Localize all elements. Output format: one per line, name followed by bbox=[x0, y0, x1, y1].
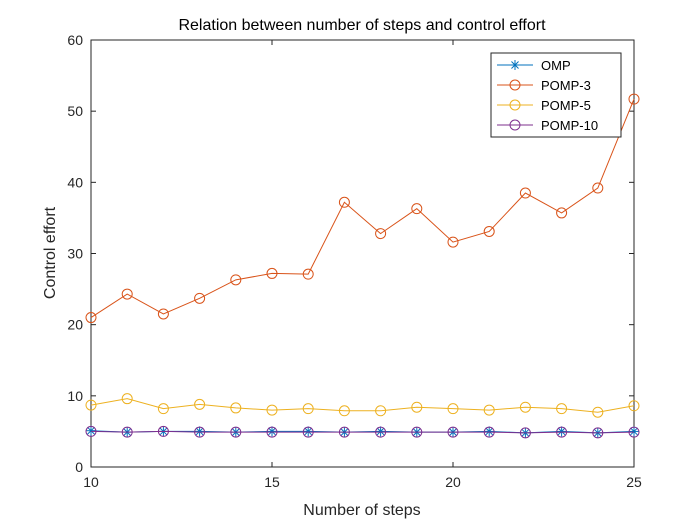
data-point-pomp-3 bbox=[411, 203, 423, 215]
asterisk-stroke bbox=[485, 427, 494, 436]
x-tick-label: 15 bbox=[264, 474, 280, 490]
legend-item-pomp-5: POMP-5 bbox=[497, 98, 591, 113]
x-tick-label: 20 bbox=[445, 474, 461, 490]
data-point-pomp-5 bbox=[230, 402, 242, 414]
asterisk-stroke bbox=[557, 427, 566, 436]
data-point-pomp-5 bbox=[519, 401, 531, 413]
x-axis-title: Number of steps bbox=[303, 502, 420, 519]
y-tick-label: 30 bbox=[67, 246, 83, 262]
data-point-pomp-3 bbox=[85, 312, 97, 324]
y-tick-label: 60 bbox=[67, 32, 83, 48]
asterisk-stroke bbox=[376, 427, 385, 436]
data-point-pomp-10 bbox=[556, 426, 568, 438]
x-tick-label: 10 bbox=[83, 474, 99, 490]
asterisk-stroke bbox=[87, 426, 95, 435]
data-point-omp bbox=[556, 426, 567, 437]
y-tick-label: 0 bbox=[75, 459, 83, 475]
data-point-pomp-10 bbox=[592, 427, 604, 439]
data-point-pomp-5 bbox=[157, 403, 169, 415]
data-point-pomp-5 bbox=[85, 399, 97, 411]
data-point-pomp-3 bbox=[447, 236, 459, 248]
legend-marker bbox=[509, 99, 521, 111]
data-point-omp bbox=[375, 426, 386, 437]
data-point-pomp-3 bbox=[556, 207, 568, 219]
legend-item-omp: OMP bbox=[497, 58, 571, 73]
data-point-pomp-3 bbox=[157, 308, 169, 320]
asterisk-stroke bbox=[268, 427, 276, 436]
data-point-pomp-3 bbox=[121, 288, 133, 300]
data-point-omp bbox=[267, 426, 277, 437]
data-point-pomp-10 bbox=[483, 426, 495, 438]
data-point-pomp-10 bbox=[121, 426, 133, 438]
data-point-pomp-5 bbox=[592, 406, 604, 418]
data-point-omp bbox=[484, 426, 495, 437]
legend-marker bbox=[509, 119, 521, 131]
data-point-pomp-5 bbox=[411, 401, 423, 413]
series-pomp-5 bbox=[85, 393, 640, 418]
data-point-pomp-3 bbox=[230, 274, 242, 286]
series-line-pomp-10 bbox=[90, 430, 635, 434]
chart-title: Relation between number of steps and con… bbox=[178, 17, 546, 34]
legend-marker bbox=[510, 60, 520, 70]
asterisk-stroke bbox=[195, 427, 204, 436]
data-point-pomp-5 bbox=[556, 403, 568, 415]
data-point-pomp-5 bbox=[375, 405, 387, 417]
data-point-pomp-3 bbox=[194, 292, 206, 304]
series-line-pomp-5 bbox=[90, 398, 635, 413]
data-point-pomp-5 bbox=[194, 398, 206, 410]
data-point-omp bbox=[303, 426, 314, 437]
data-point-pomp-5 bbox=[266, 404, 278, 416]
data-point-pomp-10 bbox=[519, 427, 531, 439]
asterisk-stroke bbox=[304, 427, 313, 436]
data-point-omp bbox=[194, 426, 205, 437]
y-tick-label: 50 bbox=[67, 103, 83, 119]
data-point-pomp-3 bbox=[375, 228, 387, 240]
asterisk-stroke bbox=[630, 427, 638, 436]
data-point-pomp-3 bbox=[592, 182, 604, 194]
legend-marker bbox=[509, 79, 521, 91]
x-tick-label: 25 bbox=[626, 474, 642, 490]
data-point-pomp-10 bbox=[628, 426, 640, 438]
data-point-pomp-10 bbox=[194, 426, 206, 438]
data-point-pomp-3 bbox=[519, 187, 531, 199]
legend-item-pomp-10: POMP-10 bbox=[497, 118, 598, 133]
y-tick-label: 40 bbox=[67, 174, 83, 190]
y-tick-label: 10 bbox=[67, 388, 83, 404]
legend-label: POMP-3 bbox=[541, 78, 591, 93]
legend-item-pomp-3: POMP-3 bbox=[497, 78, 591, 93]
legend-label: POMP-5 bbox=[541, 98, 591, 113]
series-pomp-3 bbox=[85, 93, 640, 324]
legend: OMP POMP-3 POMP-5 POMP-10 bbox=[490, 52, 622, 138]
data-point-pomp-3 bbox=[628, 93, 640, 105]
data-point-pomp-5 bbox=[447, 403, 459, 415]
data-point-pomp-10 bbox=[85, 425, 97, 437]
series-line-pomp-3 bbox=[90, 98, 635, 318]
legend-label: POMP-10 bbox=[541, 118, 598, 133]
y-axis-title: Control effort bbox=[42, 206, 59, 299]
data-point-pomp-10 bbox=[447, 426, 459, 438]
data-point-pomp-3 bbox=[302, 268, 314, 280]
data-point-pomp-10 bbox=[266, 426, 278, 438]
data-point-pomp-5 bbox=[302, 403, 314, 415]
y-tick-label: 20 bbox=[67, 317, 83, 333]
legend-label: OMP bbox=[541, 58, 571, 73]
data-point-pomp-3 bbox=[266, 267, 278, 279]
series-pomp-10 bbox=[85, 425, 640, 439]
data-point-pomp-3 bbox=[338, 196, 350, 208]
data-point-pomp-10 bbox=[302, 426, 314, 438]
data-point-omp bbox=[629, 426, 639, 437]
data-point-pomp-10 bbox=[230, 426, 242, 438]
data-point-pomp-5 bbox=[338, 405, 350, 417]
asterisk-stroke bbox=[511, 61, 519, 69]
data-point-pomp-10 bbox=[411, 426, 423, 438]
data-point-pomp-10 bbox=[157, 425, 169, 437]
data-point-pomp-5 bbox=[121, 393, 133, 405]
data-point-omp bbox=[86, 425, 96, 436]
data-point-pomp-10 bbox=[375, 426, 387, 438]
data-point-pomp-3 bbox=[483, 225, 495, 237]
data-point-pomp-10 bbox=[338, 426, 350, 438]
data-point-pomp-5 bbox=[628, 400, 640, 412]
data-point-pomp-5 bbox=[483, 404, 495, 416]
